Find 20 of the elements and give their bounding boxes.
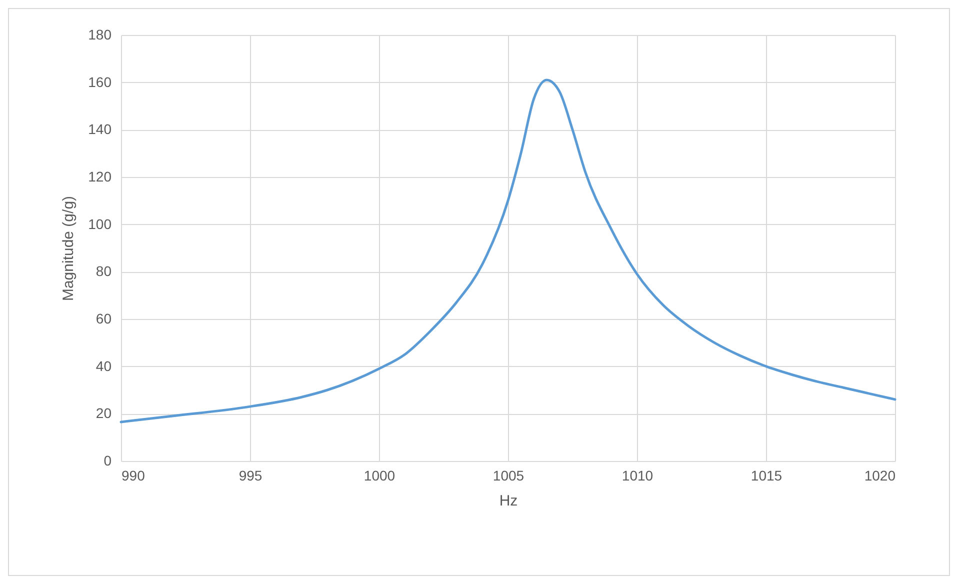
x-tick-label: 1010 xyxy=(622,468,654,484)
x-tick-label: 1000 xyxy=(364,468,396,484)
y-axis-title: Magnitude (g/g) xyxy=(60,196,78,302)
y-tick-label: 120 xyxy=(88,168,112,184)
y-tick-label: 80 xyxy=(96,263,112,280)
x-tick-label: 1015 xyxy=(750,468,782,484)
y-tick-label: 140 xyxy=(88,121,112,138)
y-tick-label: 100 xyxy=(88,216,112,232)
y-tick-label: 60 xyxy=(96,310,112,326)
y-tick-label: 180 xyxy=(88,26,112,42)
line-series xyxy=(120,78,896,424)
x-axis-title: Hz xyxy=(499,492,518,510)
y-tick-label: 160 xyxy=(88,74,112,90)
x-tick-label: 1005 xyxy=(492,468,524,484)
x-tick-label: 995 xyxy=(238,468,262,484)
y-tick-label: 40 xyxy=(96,358,112,374)
x-tick-label: 990 xyxy=(122,468,146,484)
y-tick-label: 20 xyxy=(96,405,112,422)
y-tick-label: 0 xyxy=(104,452,112,468)
x-tick-label: 1020 xyxy=(864,468,896,484)
